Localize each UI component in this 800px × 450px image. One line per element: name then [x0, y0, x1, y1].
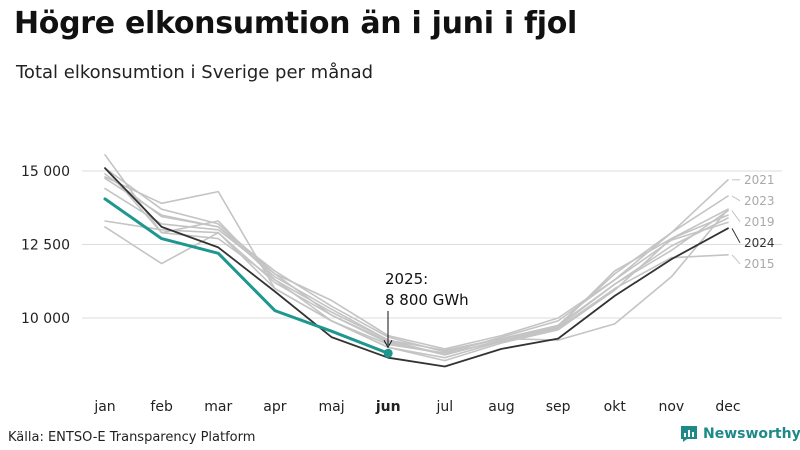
series-line-2016 — [104, 167, 729, 362]
series-line-2025 — [103, 197, 390, 355]
x-tick-label: sep — [546, 399, 571, 415]
year-label-2019: 2019 — [744, 215, 775, 229]
y-tick-label: 12 500 — [21, 238, 70, 254]
annotation-label-value: 8 800 GWh — [385, 291, 469, 309]
source-note: Källa: ENTSO-E Transparency Platform — [8, 430, 256, 445]
x-tick-label: jul — [435, 399, 453, 415]
year-label-2021: 2021 — [744, 173, 775, 187]
series-line-2020 — [104, 220, 729, 355]
series-line-2024 — [104, 167, 729, 368]
year-label-2024: 2024 — [744, 236, 775, 250]
x-tick-label: nov — [658, 399, 684, 415]
y-tick-label: 10 000 — [21, 311, 70, 327]
x-tick-label: feb — [150, 399, 173, 415]
year-label-2015: 2015 — [744, 257, 775, 271]
series-line-2023 — [104, 177, 729, 353]
brand-logo: Newsworthy — [680, 425, 800, 443]
year-label-leader — [731, 228, 741, 244]
highlight-point — [383, 348, 393, 358]
series-line-2022 — [104, 173, 729, 352]
year-label-2023: 2023 — [744, 194, 775, 208]
x-tick-label: mar — [204, 399, 232, 415]
annotation-label-year: 2025: — [385, 270, 428, 288]
x-tick-label: jan — [93, 399, 115, 415]
brand-name: Newsworthy — [703, 426, 800, 442]
x-tick-label: apr — [263, 399, 286, 415]
series-line-2019 — [104, 154, 729, 356]
year-label-leader — [731, 254, 741, 265]
year-label-leader — [731, 195, 741, 202]
chart-subtitle: Total elkonsumtion i Sverige per månad — [16, 62, 374, 83]
annotation-arrowhead — [383, 340, 393, 349]
newsworthy-logo-icon — [681, 426, 697, 442]
x-tick-label: jun — [375, 399, 401, 415]
chart-title: Högre elkonsumtion än i juni i fjol — [14, 6, 577, 41]
y-tick-label: 15 000 — [21, 164, 70, 180]
x-tick-label: dec — [715, 399, 740, 415]
x-tick-label: okt — [604, 399, 627, 415]
x-tick-label: aug — [488, 399, 514, 415]
series-line-2021 — [104, 167, 729, 350]
x-tick-label: maj — [318, 399, 344, 415]
year-label-leader — [731, 210, 741, 223]
